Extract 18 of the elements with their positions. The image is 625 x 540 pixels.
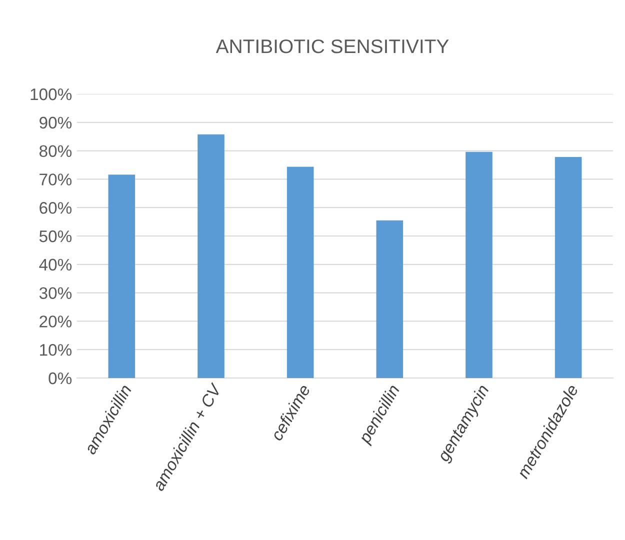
bar [286,166,314,378]
bar [554,157,582,378]
y-tick-label: 100% [30,88,72,100]
y-tick-label: 10% [40,344,72,356]
y-tick-label: 50% [39,230,72,242]
bar [466,152,492,378]
y-tick-label: 60% [40,202,72,214]
bar [376,220,404,378]
bar [108,174,136,378]
y-tick-label: 90% [40,116,72,129]
y-tick-label: 40% [39,258,72,271]
y-tick-label: 70% [40,174,72,186]
bar [198,134,224,378]
y-tick-label: 80% [40,145,72,158]
y-tick-label: 20% [40,316,72,328]
y-tick-label: 0% [48,372,72,384]
chart-title: ANTIBIOTIC SENSITIVITY [216,39,449,54]
y-tick-label: 30% [39,287,72,300]
